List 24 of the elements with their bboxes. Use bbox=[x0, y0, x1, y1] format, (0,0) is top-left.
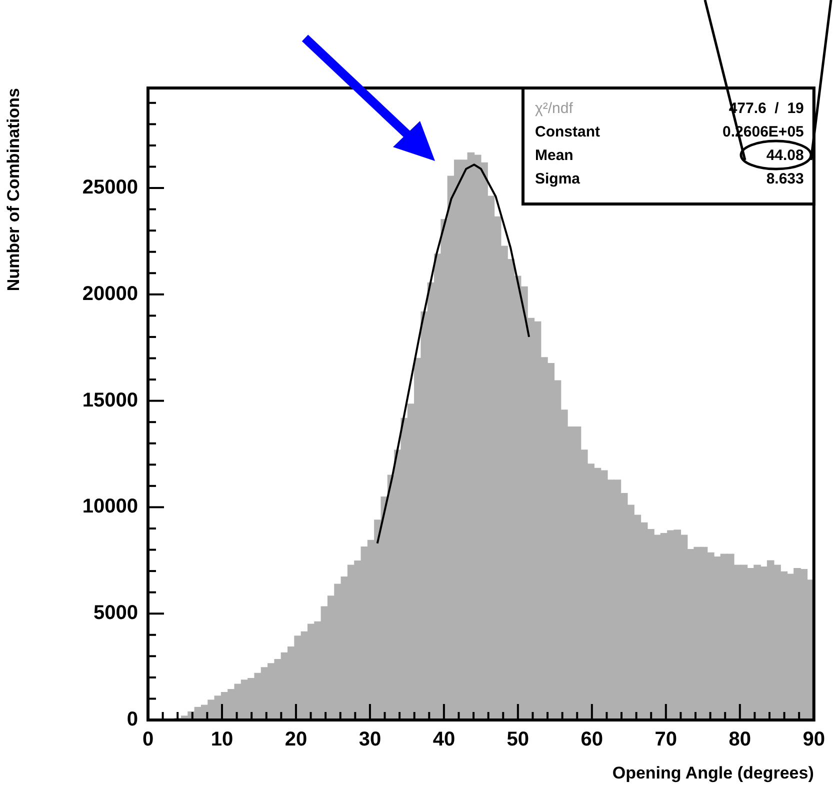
x-tick-label: 80 bbox=[728, 728, 752, 751]
annotation: 8.633 bbox=[766, 170, 804, 188]
y-tick-label: 15000 bbox=[82, 389, 138, 412]
x-tick-label: 70 bbox=[654, 728, 678, 751]
y-tick-label: 25000 bbox=[82, 176, 138, 199]
annotation: χ²/ndf bbox=[535, 100, 574, 118]
annotation: Mean bbox=[535, 147, 574, 164]
y-axis-title: Number of Combinations bbox=[4, 88, 23, 292]
y-tick-label: 10000 bbox=[82, 496, 138, 518]
y-tick-label: 5000 bbox=[94, 602, 138, 624]
x-tick-label: 60 bbox=[580, 728, 604, 751]
x-tick-label: 0 bbox=[142, 728, 154, 751]
y-tick-label: 0 bbox=[126, 708, 138, 731]
x-tick-label: 10 bbox=[210, 728, 234, 751]
y-tick-label: 20000 bbox=[82, 282, 138, 305]
x-tick-label: 50 bbox=[506, 728, 530, 751]
x-tick-label: 30 bbox=[358, 728, 382, 751]
annotation: Constant bbox=[535, 124, 600, 141]
x-tick-label: 40 bbox=[432, 728, 456, 751]
annotation: Sigma bbox=[535, 170, 581, 188]
x-tick-label: 20 bbox=[284, 728, 308, 751]
annotation: 44.08 bbox=[766, 147, 804, 164]
x-tick-label: 90 bbox=[802, 728, 825, 751]
x-axis-title: Opening Angle (degrees) bbox=[612, 763, 814, 782]
